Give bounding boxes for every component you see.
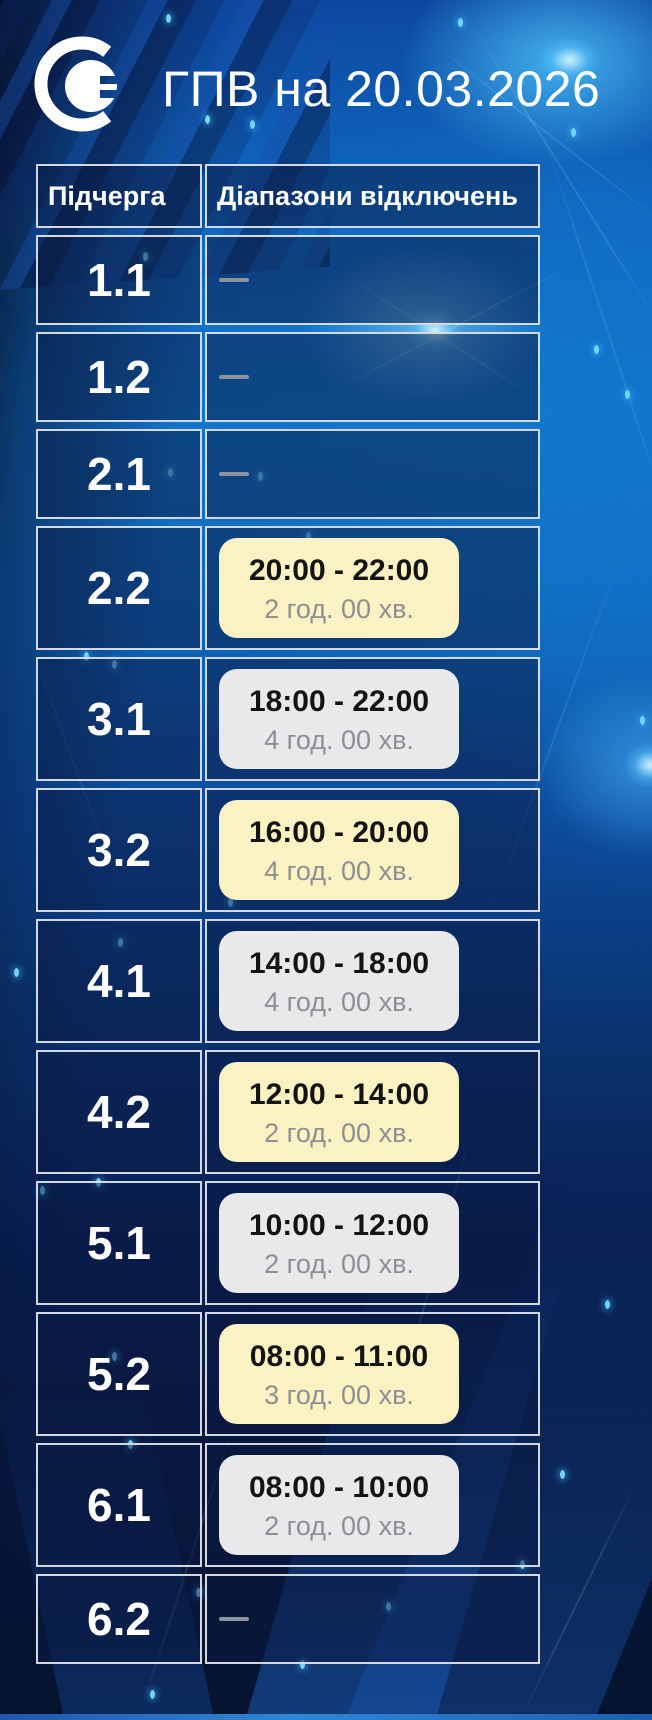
- outage-range-cell: [205, 332, 540, 422]
- header: ГПВ на 20.03.2026: [0, 0, 652, 150]
- outage-time-range: 08:00 - 11:00: [249, 1339, 429, 1373]
- power-plug-logo-icon: [34, 36, 117, 132]
- subqueue-label: 2.1: [36, 429, 202, 519]
- outage-range-cell: 16:00 - 20:00 4 год. 00 хв.: [205, 788, 540, 912]
- outage-duration: 2 год. 00 хв.: [264, 1510, 414, 1541]
- table-row: 2.1: [36, 429, 540, 519]
- table-row: 6.1 08:00 - 10:00 2 год. 00 хв.: [36, 1443, 540, 1567]
- subqueue-label: 1.1: [36, 235, 202, 325]
- no-outage-dash: [219, 1617, 249, 1621]
- subqueue-label: 3.2: [36, 788, 202, 912]
- glow-dot: [594, 345, 599, 354]
- outage-schedule-table: Підчерга Діапазони відключень 1.1 1.2 2.…: [33, 157, 543, 1671]
- page-title: ГПВ на 20.03.2026: [162, 61, 601, 117]
- table-row: 1.2: [36, 332, 540, 422]
- outage-range-cell: [205, 429, 540, 519]
- outage-time-range: 10:00 - 12:00: [248, 1208, 430, 1242]
- subqueue-label: 5.2: [36, 1312, 202, 1436]
- outage-time-range: 18:00 - 22:00: [248, 684, 430, 718]
- lens-flare: [615, 735, 652, 795]
- glow-dot: [150, 1690, 155, 1699]
- subqueue-label: 6.1: [36, 1443, 202, 1567]
- subqueue-label: 2.2: [36, 526, 202, 650]
- outage-time-range: 08:00 - 10:00: [248, 1470, 430, 1504]
- subqueue-label: 4.1: [36, 919, 202, 1043]
- outage-time-range: 20:00 - 22:00: [248, 553, 430, 587]
- outage-range-pill: 12:00 - 14:00 2 год. 00 хв.: [219, 1061, 459, 1163]
- table-row: 5.1 10:00 - 12:00 2 год. 00 хв.: [36, 1181, 540, 1305]
- outage-range-pill: 08:00 - 10:00 2 год. 00 хв.: [219, 1454, 459, 1556]
- outage-range-cell: 10:00 - 12:00 2 год. 00 хв.: [205, 1181, 540, 1305]
- outage-duration: 3 год. 00 хв.: [264, 1379, 414, 1410]
- column-header-subqueue: Підчерга: [36, 164, 202, 228]
- subqueue-label: 1.2: [36, 332, 202, 422]
- no-outage-dash: [219, 375, 249, 379]
- table-row: 2.2 20:00 - 22:00 2 год. 00 хв.: [36, 526, 540, 650]
- glow-dot: [605, 1300, 610, 1309]
- outage-range-pill: 16:00 - 20:00 4 год. 00 хв.: [219, 799, 459, 901]
- table-row: 5.2 08:00 - 11:00 3 год. 00 хв.: [36, 1312, 540, 1436]
- table-row: 4.2 12:00 - 14:00 2 год. 00 хв.: [36, 1050, 540, 1174]
- column-header-ranges: Діапазони відключень: [205, 164, 540, 228]
- outage-range-cell: 14:00 - 18:00 4 год. 00 хв.: [205, 919, 540, 1043]
- outage-time-range: 16:00 - 20:00: [248, 815, 430, 849]
- plexus-line: [538, 120, 652, 521]
- outage-range-pill: 18:00 - 22:00 4 год. 00 хв.: [219, 668, 459, 770]
- glow-dot: [640, 716, 645, 725]
- glow-dot: [625, 390, 630, 399]
- outage-duration: 4 год. 00 хв.: [264, 724, 414, 755]
- outage-range-cell: [205, 1574, 540, 1664]
- outage-range-cell: 08:00 - 10:00 2 год. 00 хв.: [205, 1443, 540, 1567]
- outage-range-cell: 20:00 - 22:00 2 год. 00 хв.: [205, 526, 540, 650]
- outage-duration: 2 год. 00 хв.: [264, 593, 414, 624]
- outage-duration: 4 год. 00 хв.: [264, 855, 414, 886]
- subqueue-label: 6.2: [36, 1574, 202, 1664]
- no-outage-dash: [219, 278, 249, 282]
- outage-range-pill: 08:00 - 11:00 3 год. 00 хв.: [219, 1323, 459, 1425]
- outage-duration: 2 год. 00 хв.: [264, 1248, 414, 1279]
- bottom-edge-bar: [0, 1714, 652, 1720]
- outage-range-cell: 12:00 - 14:00 2 год. 00 хв.: [205, 1050, 540, 1174]
- subqueue-label: 5.1: [36, 1181, 202, 1305]
- table-row: 3.2 16:00 - 20:00 4 год. 00 хв.: [36, 788, 540, 912]
- no-outage-dash: [219, 472, 249, 476]
- outage-range-pill: 20:00 - 22:00 2 год. 00 хв.: [219, 537, 459, 639]
- table-header-row: Підчерга Діапазони відключень: [36, 164, 540, 228]
- outage-range-cell: [205, 235, 540, 325]
- outage-duration: 2 год. 00 хв.: [264, 1117, 414, 1148]
- subqueue-label: 4.2: [36, 1050, 202, 1174]
- outage-range-pill: 10:00 - 12:00 2 год. 00 хв.: [219, 1192, 459, 1294]
- outage-time-range: 12:00 - 14:00: [248, 1077, 430, 1111]
- table-row: 3.1 18:00 - 22:00 4 год. 00 хв.: [36, 657, 540, 781]
- outage-range-cell: 18:00 - 22:00 4 год. 00 хв.: [205, 657, 540, 781]
- glow-dot: [560, 1470, 565, 1479]
- glow-dot: [14, 968, 19, 977]
- outage-time-range: 14:00 - 18:00: [248, 946, 430, 980]
- table-row: 1.1: [36, 235, 540, 325]
- table-row: 6.2: [36, 1574, 540, 1664]
- outage-range-pill: 14:00 - 18:00 4 год. 00 хв.: [219, 930, 459, 1032]
- outage-duration: 4 год. 00 хв.: [264, 986, 414, 1017]
- subqueue-label: 3.1: [36, 657, 202, 781]
- table-row: 4.1 14:00 - 18:00 4 год. 00 хв.: [36, 919, 540, 1043]
- outage-range-cell: 08:00 - 11:00 3 год. 00 хв.: [205, 1312, 540, 1436]
